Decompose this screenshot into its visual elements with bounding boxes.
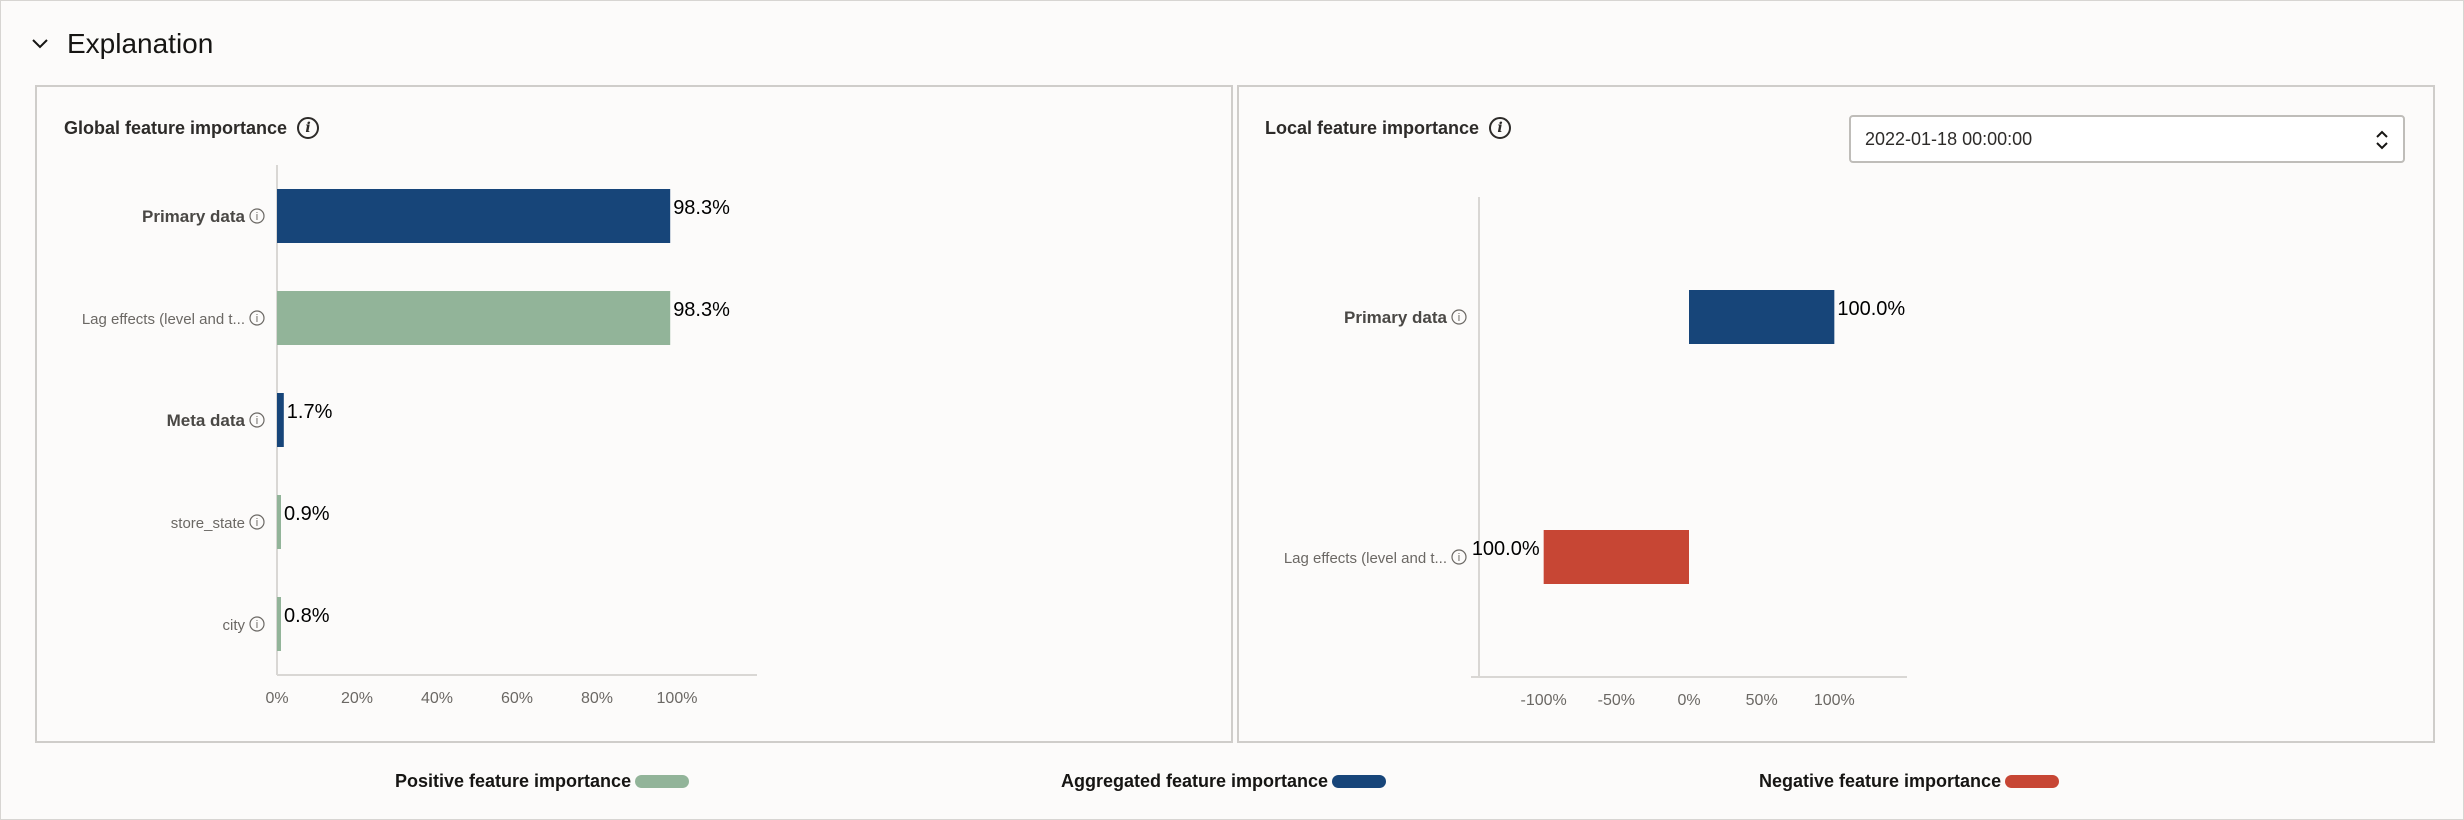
global-title-text: Global feature importance bbox=[64, 117, 288, 138]
info-icon bbox=[1451, 549, 1467, 565]
bar-value-label: 98.3% bbox=[673, 197, 730, 219]
bar-positive bbox=[277, 597, 281, 651]
x-tick-label: 100% bbox=[657, 690, 698, 707]
x-tick-label: 60% bbox=[501, 690, 533, 707]
local-panel-title: Local feature importance i bbox=[1265, 117, 1512, 139]
x-tick-label: 50% bbox=[1746, 692, 1778, 709]
info-icon[interactable]: i bbox=[297, 117, 320, 139]
bar-value-label: 1.7% bbox=[287, 401, 333, 423]
legend-negative-swatch bbox=[2005, 775, 2060, 788]
x-tick-label: 40% bbox=[421, 690, 453, 707]
bar-negative bbox=[1543, 530, 1689, 584]
bar-aggregated bbox=[277, 393, 284, 447]
info-icon bbox=[249, 616, 265, 632]
x-tick-label: 0% bbox=[265, 690, 288, 707]
info-icon bbox=[249, 514, 265, 530]
local-chart: -100% -50% 0% 50% 100% 100.0% Primary data i 100… bbox=[1284, 197, 1907, 709]
x-tick-label: -50% bbox=[1598, 692, 1635, 709]
bar-value-label: 0.9% bbox=[284, 503, 330, 525]
bar-positive bbox=[277, 495, 281, 549]
date-select-value: 2022-01-18 00:00:00 bbox=[1865, 128, 2033, 149]
bar-aggregated bbox=[277, 189, 671, 243]
local-feature-importance-panel: Local feature importance i 2022-01-18 00… bbox=[1237, 85, 2435, 743]
legend-positive: Positive feature importance bbox=[395, 771, 690, 792]
info-icon-glyph: i bbox=[1458, 552, 1460, 564]
legend-negative-label: Negative feature importance bbox=[1759, 771, 2002, 791]
x-tick-label: 100% bbox=[1814, 692, 1855, 709]
legend-positive-swatch bbox=[635, 775, 690, 788]
bar-value-label: 100.0% bbox=[1472, 538, 1540, 560]
info-icon bbox=[249, 310, 265, 326]
global-feature-importance-panel: Global feature importance i 0% 20% 40% 60% 8… bbox=[35, 85, 1233, 743]
category-label: Primary data bbox=[1344, 308, 1448, 327]
bar-aggregated bbox=[1689, 290, 1835, 344]
x-tick-label: 0% bbox=[1677, 692, 1700, 709]
bar-positive bbox=[277, 291, 671, 345]
date-select[interactable]: 2022-01-18 00:00:00 bbox=[1849, 115, 2405, 163]
category-label: city bbox=[223, 617, 246, 634]
x-tick-label: -100% bbox=[1521, 692, 1567, 709]
bar-value-label: 0.8% bbox=[284, 605, 330, 627]
legend-aggregated-label: Aggregated feature importance bbox=[1061, 771, 1329, 791]
info-icon bbox=[249, 412, 265, 428]
info-icon-glyph: i bbox=[1458, 312, 1460, 324]
legend-aggregated-swatch bbox=[1332, 775, 1387, 788]
local-title-text: Local feature importance bbox=[1265, 117, 1480, 138]
category-label: Primary data bbox=[142, 207, 246, 226]
chevron-up-down-icon bbox=[2376, 130, 2388, 150]
legend-aggregated: Aggregated feature importance bbox=[1061, 771, 1387, 792]
section-title: Explanation bbox=[67, 28, 214, 59]
category-label: Lag effects (level and t... bbox=[82, 311, 245, 328]
legend-positive-label: Positive feature importance bbox=[395, 771, 632, 791]
explanation-toggle[interactable]: Explanation bbox=[31, 23, 213, 65]
info-icon bbox=[249, 208, 265, 224]
info-icon-glyph: i bbox=[256, 313, 258, 325]
legend-negative: Negative feature importance bbox=[1759, 771, 2060, 792]
category-label: store_state bbox=[171, 515, 245, 532]
info-icon-glyph: i bbox=[256, 517, 258, 529]
category-label: Meta data bbox=[167, 411, 246, 430]
info-icon bbox=[1451, 309, 1467, 325]
chevron-down-icon bbox=[32, 39, 48, 49]
x-tick-label: 80% bbox=[581, 690, 613, 707]
info-icon-glyph: i bbox=[256, 415, 258, 427]
info-icon-glyph: i bbox=[256, 211, 258, 223]
x-tick-label: 20% bbox=[341, 690, 373, 707]
global-chart: 0% 20% 40% 60% 80% 100% 98.3% Primary data i 98.3… bbox=[82, 165, 757, 707]
info-icon-glyph: i bbox=[256, 619, 258, 631]
bar-value-label: 98.3% bbox=[673, 299, 730, 321]
global-panel-title: Global feature importance i bbox=[64, 117, 320, 139]
bar-value-label: 100.0% bbox=[1837, 298, 1905, 320]
category-label: Lag effects (level and t... bbox=[1284, 550, 1447, 567]
info-icon[interactable]: i bbox=[1489, 117, 1512, 139]
